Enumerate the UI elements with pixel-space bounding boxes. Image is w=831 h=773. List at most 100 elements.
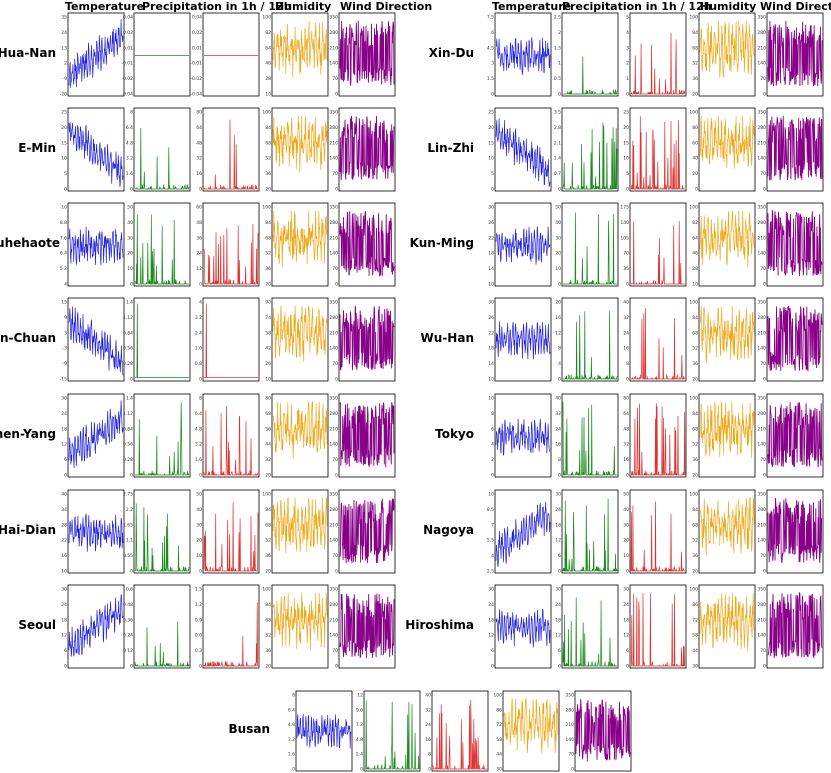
tick-label: 30 [61,587,67,593]
panel-wind_direction: 0 70 140 210 280 350 [329,107,396,193]
series-line-temperature [68,400,124,468]
tick-label: 52 [692,61,698,67]
tick-label: 7.5 [487,15,494,21]
tick-label: 36 [265,171,271,177]
series-line-precip_1h [135,303,189,378]
tick-label: 24 [555,602,561,608]
tick-label: 10 [61,569,67,575]
tick-label: 16 [425,737,431,743]
tick-label: 10 [265,92,271,98]
tick-label: 0 [626,282,629,288]
tick-label: 16 [555,315,561,321]
tick-label: 70 [760,266,766,272]
tick-label: 100 [262,15,271,21]
city-label: Hua-Nan [0,45,56,60]
tick-label: 52 [692,442,698,448]
series-line-wind_direction [767,209,823,277]
tick-label: 30 [555,492,561,498]
tick-label: 52 [265,538,271,544]
series-line-precip_12h [630,501,685,572]
panel-precip_12h: 0 5 10 15 20 25 [623,107,687,193]
tick-label: 0 [558,664,561,670]
tick-label: 140 [565,737,574,743]
city-label: Wu-Han [420,330,474,345]
city-label: Busan [228,722,270,736]
series-line-precip_1h [365,700,420,770]
tick-label: 40 [425,693,431,699]
tick-label: 140 [329,538,338,544]
tick-label: 0 [199,377,202,383]
tick-label: 280 [329,30,338,36]
tick-label: 6.4 [195,411,202,417]
tick-label: 84 [692,507,698,513]
series-line-precip_12h [203,602,258,668]
panel-frame [202,584,260,669]
tick-label: 0.9 [195,617,202,623]
series-line-precip_12h [203,406,258,476]
city-label: Nagoya [423,522,474,537]
tick-label: 1.5 [554,45,561,51]
tick-label: 82 [692,220,698,226]
tick-label: 210 [757,617,766,623]
tick-label: 280 [329,220,338,226]
panel-precip_12h: -0.04 -0.02 -0.01 0.01 0.02 0.04 [190,12,260,98]
tick-label: 6 [491,648,494,654]
series-line-precip_1h [135,402,189,476]
tick-label: 44 [496,752,502,758]
tick-label: 0 [130,282,133,288]
series-line-precip_1h [134,503,190,572]
series-line-precip_1h [135,127,190,191]
tick-label: 2.4 [195,330,202,336]
series-line-wind_direction [767,115,823,181]
tick-label: 140 [757,538,766,544]
tick-label: 25 [488,110,494,116]
tick-label: 24 [425,722,431,728]
tick-label: 22 [488,330,494,336]
tick-label: 280 [757,220,766,226]
tick-label: 30 [488,587,494,593]
tick-label: 68 [265,235,271,241]
tick-label: 350 [329,492,338,498]
tick-label: 9.6 [356,707,363,713]
series-line-humidity [272,401,328,459]
series-line-precip_12h [631,220,685,285]
series-line-temperature [296,714,352,749]
tick-label: 40 [555,220,561,226]
tick-label: 5 [491,171,494,177]
tick-label: 140 [757,251,766,257]
tick-label: 70 [332,171,338,177]
tick-label: 24 [623,602,629,608]
tick-label: 8 [626,361,629,367]
tick-label: 15 [61,300,67,306]
tick-label: 2 [558,30,561,36]
tick-label: 60 [692,140,698,146]
tick-label: 0.6 [195,633,202,639]
series-line-wind_direction [767,305,823,372]
tick-label: 210 [329,522,338,528]
series-line-precip_1h [562,498,618,572]
tick-label: 20 [61,125,67,131]
tick-label: 58 [692,633,698,639]
series-line-temperature [495,608,551,648]
tick-label: 30 [555,587,561,593]
tick-label: 1.6 [195,457,202,463]
tick-label: 0 [64,473,67,479]
tick-label: -0.01 [121,61,133,67]
series-line-wind_direction [767,591,823,659]
panel-temperature: 10 14 18 22 26 30 [488,202,552,288]
tick-label: 0 [130,569,133,575]
tick-label: 0 [626,664,629,670]
tick-label: 100 [262,492,271,498]
tick-label: 0.02 [192,30,202,36]
panel-humidity: 0 20 40 60 80 100 [689,107,756,193]
tick-label: 84 [265,602,271,608]
tick-label: 30 [488,300,494,306]
tick-label: 16 [196,171,202,177]
panel-temperature: 0 5 10 15 20 25 [61,107,125,193]
tick-label: 0 [199,282,202,288]
tick-label: 28 [265,76,271,82]
tick-label: -0.02 [121,76,133,82]
series-line-temperature [68,226,124,266]
tick-label: 140 [757,61,766,67]
panel-precip_12h: 0 16 32 48 64 80 [623,393,687,479]
